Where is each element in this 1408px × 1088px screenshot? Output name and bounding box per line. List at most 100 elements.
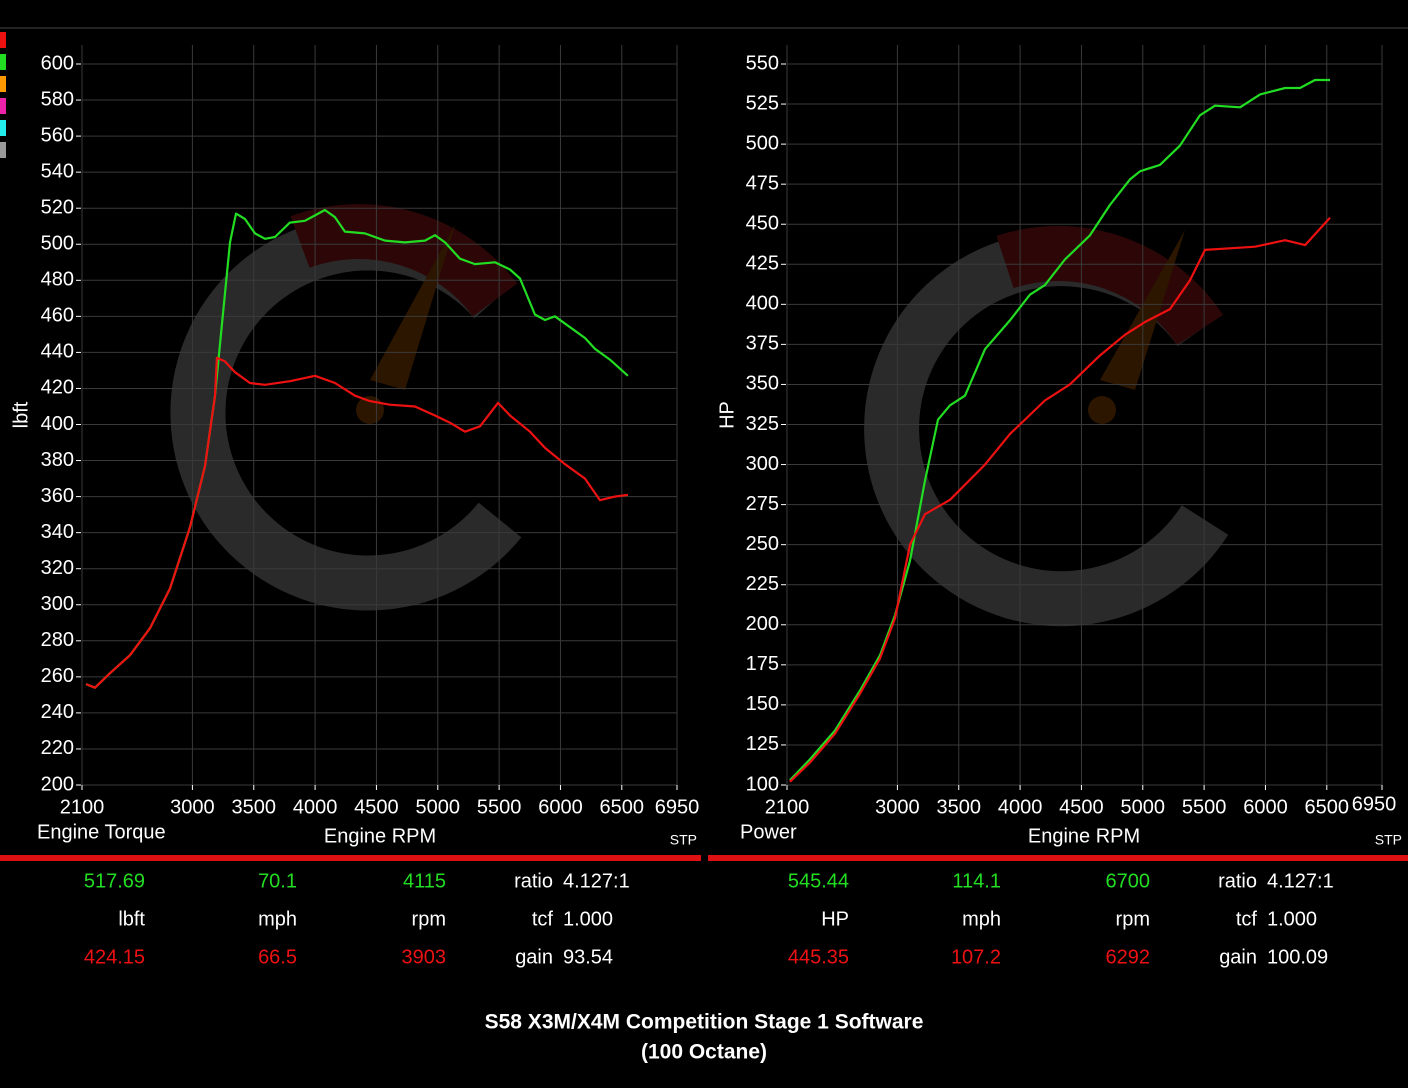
corner-label: Engine Torque xyxy=(37,821,166,843)
readout-cell: 517.69 xyxy=(84,870,145,892)
readout-cell: 6700 xyxy=(1106,870,1151,892)
x-tick-label: 4500 xyxy=(1059,796,1104,818)
readout-cell: 100.09 xyxy=(1267,946,1328,968)
readout-cell: ratio xyxy=(1218,870,1257,892)
y-tick-label: 520 xyxy=(41,196,74,218)
y-tick-label: 500 xyxy=(41,233,74,255)
readout-cell: 4.127:1 xyxy=(1267,870,1334,892)
y-tick-label: 300 xyxy=(746,453,779,475)
y-tick-label: 125 xyxy=(746,733,779,755)
footer-subtitle: (100 Octane) xyxy=(641,1041,767,1064)
y-tick-label: 250 xyxy=(746,533,779,555)
readout-cell: 445.35 xyxy=(788,946,849,968)
readout-cell: 70.1 xyxy=(258,870,297,892)
readout-cell: mph xyxy=(258,908,297,930)
readout-cell: rpm xyxy=(1116,908,1150,930)
readout-cell: ratio xyxy=(514,870,553,892)
readout-cell: 1.000 xyxy=(1267,908,1317,930)
y-tick-label: 440 xyxy=(41,341,74,363)
y-tick-label: 540 xyxy=(41,160,74,182)
y-tick-label: 175 xyxy=(746,653,779,675)
x-tick-label: 3500 xyxy=(937,796,982,818)
y-tick-label: 240 xyxy=(41,701,74,723)
y-tick-label: 320 xyxy=(41,557,74,579)
y-tick-label: 375 xyxy=(746,333,779,355)
data-line xyxy=(85,356,629,689)
y-tick-label: 225 xyxy=(746,573,779,595)
x-axis-label: Engine RPM xyxy=(1028,825,1140,847)
readout-cell: HP xyxy=(821,908,849,930)
separator xyxy=(708,855,1408,861)
y-axis-label: lbft xyxy=(10,401,32,428)
readout-cell: gain xyxy=(515,946,553,968)
y-tick-label: 360 xyxy=(41,485,74,507)
x-tick-label: 6000 xyxy=(1243,796,1288,818)
readout-cell: 114.1 xyxy=(952,870,1001,892)
x-tick-label: 5000 xyxy=(416,796,461,818)
x-tick-label: 2100 xyxy=(60,796,105,818)
readout-cell: tcf xyxy=(532,908,554,930)
y-tick-label: 425 xyxy=(746,253,779,275)
x-tick-label: 3000 xyxy=(875,796,920,818)
readout-cell: 1.000 xyxy=(563,908,613,930)
y-tick-label: 350 xyxy=(746,373,779,395)
x-tick-label: 6500 xyxy=(1305,796,1350,818)
y-tick-label: 340 xyxy=(41,521,74,543)
readout-cell: 107.2 xyxy=(951,946,1001,968)
readout-cell: 4.127:1 xyxy=(563,870,630,892)
x-tick-label: 3000 xyxy=(170,796,215,818)
chart-panel: 100 125 150 175 200 225 250 275 300 325 350 375 400 4… xyxy=(716,45,1402,968)
y-tick-label: 525 xyxy=(746,92,779,114)
y-tick-label: 100 xyxy=(746,773,779,795)
x-tick-label: 4000 xyxy=(998,796,1043,818)
y-tick-label: 150 xyxy=(746,693,779,715)
readout-cell: 6292 xyxy=(1106,946,1151,968)
readout-cell: 424.15 xyxy=(84,946,145,968)
y-tick-label: 580 xyxy=(41,88,74,110)
x-tick-label: 6000 xyxy=(538,796,583,818)
y-tick-label: 200 xyxy=(746,613,779,635)
x-tick-label: 4000 xyxy=(293,796,338,818)
y-tick-label: 460 xyxy=(41,305,74,327)
x-tick-label: 2100 xyxy=(765,796,810,818)
y-tick-label: 280 xyxy=(41,629,74,651)
readout-cell: 545.44 xyxy=(788,870,849,892)
y-tick-label: 260 xyxy=(41,665,74,687)
separator xyxy=(0,855,701,861)
y-tick-label: 550 xyxy=(746,52,779,74)
data-line xyxy=(789,78,1330,781)
x-tick-label: 5500 xyxy=(1182,796,1227,818)
stp-note: STP xyxy=(670,832,697,848)
readout-cell: rpm xyxy=(412,908,446,930)
corner-label: Power xyxy=(740,821,797,843)
run-swatches xyxy=(0,32,6,158)
readout-cell: tcf xyxy=(1236,908,1258,930)
readout-cell: 3903 xyxy=(402,946,447,968)
footer-title: S58 X3M/X4M Competition Stage 1 Software xyxy=(485,1011,924,1034)
y-tick-label: 500 xyxy=(746,132,779,154)
readout-cell: lbft xyxy=(118,908,145,930)
x-tick-label: 6500 xyxy=(600,796,645,818)
y-tick-label: 560 xyxy=(41,124,74,146)
y-tick-label: 600 xyxy=(41,52,74,74)
y-tick-label: 450 xyxy=(746,213,779,235)
readout-cell: gain xyxy=(1219,946,1257,968)
y-tick-label: 380 xyxy=(41,449,74,471)
y-axis-label: HP xyxy=(716,401,738,429)
chart-panel: 200 220 240 260 280 300 320 340 360 380 400 420 440 4… xyxy=(10,45,699,968)
y-tick-label: 200 xyxy=(41,773,74,795)
x-tick-label: 6950 xyxy=(1352,793,1397,815)
y-tick-label: 400 xyxy=(746,293,779,315)
x-tick-label: 6950 xyxy=(655,796,700,818)
x-tick-label: 4500 xyxy=(354,796,399,818)
readout-cell: mph xyxy=(962,908,1001,930)
x-tick-label: 5500 xyxy=(477,796,522,818)
x-axis-label: Engine RPM xyxy=(324,825,436,847)
y-tick-label: 325 xyxy=(746,413,779,435)
y-tick-label: 220 xyxy=(41,737,74,759)
x-tick-label: 3500 xyxy=(232,796,277,818)
data-line xyxy=(789,217,1331,783)
y-tick-label: 400 xyxy=(41,413,74,435)
